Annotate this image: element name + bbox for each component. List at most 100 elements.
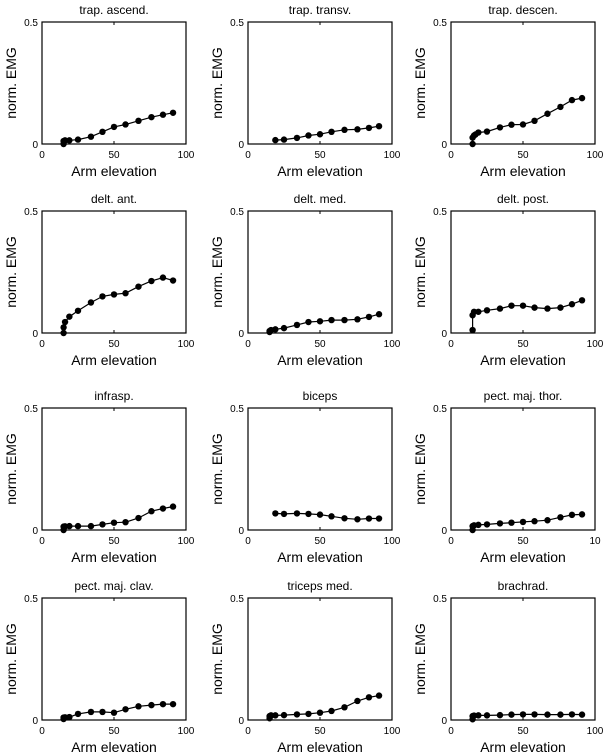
y-axis-label: norm. EMG (412, 623, 428, 695)
data-point (483, 521, 491, 528)
panel-title: trap. transv. (289, 3, 351, 17)
data-point (61, 318, 69, 326)
data-point (365, 313, 373, 321)
y-tick-label: 0 (238, 716, 244, 727)
data-point (508, 302, 515, 309)
x-axis-label: Arm elevation (71, 739, 157, 755)
data-point (159, 505, 167, 512)
x-axis-label: Arm elevation (480, 352, 566, 368)
series-line (472, 299, 583, 331)
x-tick-label: 100 (178, 339, 195, 350)
panel-title: pect. maj. thor. (484, 389, 563, 403)
data-point (469, 140, 476, 148)
y-tick-label: 0 (32, 716, 38, 727)
data-point (496, 520, 504, 527)
x-axis-label: Arm elevation (277, 739, 363, 755)
x-tick-label: 50 (517, 726, 529, 737)
y-tick-label: 0 (32, 526, 38, 537)
data-point (159, 700, 167, 708)
panel-title: delt. med. (294, 192, 347, 206)
data-point (568, 301, 576, 308)
y-tick-label: 0 (441, 329, 447, 340)
panel-title: biceps (303, 389, 338, 403)
x-tick-label: 10 (589, 536, 601, 547)
data-point (169, 109, 177, 116)
data-point (354, 516, 361, 523)
y-axis-label: norm. EMG (209, 236, 225, 308)
data-point (110, 709, 118, 716)
data-point (557, 711, 564, 718)
data-point (531, 304, 538, 311)
x-tick-label: 50 (314, 536, 326, 547)
data-point (475, 712, 482, 719)
x-tick-label: 0 (39, 726, 45, 737)
data-point (354, 316, 361, 323)
data-point (135, 117, 142, 125)
x-axis-label: Arm elevation (277, 352, 363, 368)
data-point (544, 305, 551, 312)
data-point (110, 519, 118, 526)
data-point (159, 111, 167, 118)
data-point (508, 121, 515, 128)
data-point (496, 124, 504, 131)
data-point (272, 326, 279, 333)
x-tick-label: 100 (384, 150, 401, 161)
data-point (169, 277, 177, 284)
y-tick-label: 0.5 (230, 404, 244, 415)
data-point (508, 711, 515, 718)
y-tick-label: 0 (238, 329, 244, 340)
data-point (280, 136, 288, 143)
data-point (122, 290, 129, 297)
data-point (74, 307, 82, 314)
x-tick-label: 50 (108, 536, 120, 547)
x-tick-label: 100 (178, 726, 195, 737)
data-point (110, 123, 118, 131)
y-tick-label: 0 (32, 140, 38, 151)
data-point (375, 311, 383, 318)
y-tick-label: 0.5 (24, 404, 38, 415)
data-point (568, 511, 576, 519)
y-axis-label: norm. EMG (3, 433, 19, 505)
x-axis-label: Arm elevation (71, 352, 157, 368)
panel-2: trap. descen. 0 50 100 0 0.5 Arm elevation norm… (412, 3, 604, 179)
data-point (122, 706, 129, 713)
data-point (483, 307, 491, 314)
x-tick-label: 0 (245, 150, 251, 161)
data-point (341, 515, 348, 522)
x-tick-label: 100 (178, 150, 195, 161)
data-point (544, 711, 551, 718)
x-tick-label: 0 (39, 150, 45, 161)
data-point (99, 128, 106, 135)
x-tick-label: 0 (448, 339, 454, 350)
y-axis-label: norm. EMG (412, 433, 428, 505)
x-tick-label: 50 (517, 339, 529, 350)
data-point (60, 324, 67, 331)
data-point (293, 321, 301, 329)
y-axis-label: norm. EMG (3, 236, 19, 308)
x-tick-label: 100 (587, 726, 604, 737)
data-point (328, 707, 335, 715)
data-point (87, 299, 95, 306)
data-point (328, 128, 335, 135)
data-point (272, 510, 279, 517)
data-point (135, 514, 142, 522)
data-point (293, 510, 301, 517)
data-point (365, 694, 373, 701)
data-point (519, 302, 527, 309)
x-tick-label: 0 (245, 536, 251, 547)
series-line (275, 512, 379, 520)
series-line (62, 276, 174, 333)
data-point (557, 304, 564, 311)
data-point (354, 697, 361, 705)
data-point (475, 521, 482, 529)
data-point (519, 121, 527, 128)
data-point (66, 522, 73, 530)
data-point (519, 518, 527, 526)
y-axis-label: norm. EMG (412, 47, 428, 119)
data-point (60, 329, 67, 337)
data-point (341, 704, 348, 711)
panel-11: brachrad. 0 50 100 0 0.5 Arm elevation norm. EM… (412, 579, 604, 755)
data-point (365, 124, 373, 132)
data-point (328, 316, 335, 324)
x-axis-label: Arm elevation (71, 163, 157, 179)
